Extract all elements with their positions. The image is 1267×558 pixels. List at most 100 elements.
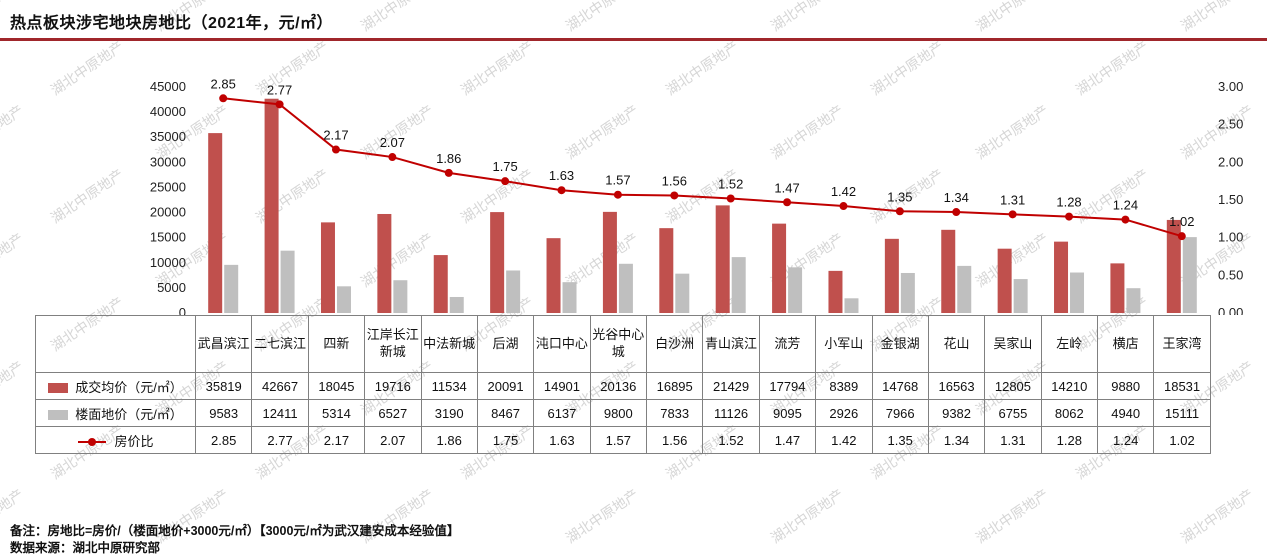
page-title: 热点板块涉宅地块房地比（2021年，元/㎡）	[10, 15, 334, 32]
y-left-tick-label: 10000	[150, 255, 186, 270]
bar-floor-price	[449, 296, 464, 313]
value-cell: 16895	[645, 372, 704, 400]
value-cell: 20136	[589, 372, 648, 400]
bar-floor-price	[900, 272, 915, 313]
bar-avg-price	[433, 255, 448, 313]
bar-floor-price	[788, 267, 803, 313]
value-cell: 42667	[251, 372, 309, 400]
ratio-line-marker	[1121, 215, 1130, 224]
category-header-cell: 中法新城	[420, 315, 478, 373]
bar-avg-price	[208, 133, 223, 313]
value-cell: 2.77	[251, 426, 309, 454]
ratio-line-marker	[275, 100, 284, 109]
note-line: 备注：房地比=房价/（楼面地价+3000元/㎡）【3000元/㎡为武汉建安成本经…	[10, 524, 460, 538]
bar-floor-price	[393, 280, 408, 313]
value-cell: 1.24	[1096, 426, 1155, 454]
bar-avg-price	[546, 238, 561, 313]
value-cell: 14901	[533, 372, 591, 400]
category-header-cell: 小军山	[815, 315, 873, 373]
bar-avg-price	[941, 229, 956, 313]
legend-bar: 楼面地价（元/㎡）	[35, 399, 196, 427]
value-cell: 3190	[420, 399, 478, 427]
bar-floor-price	[280, 250, 295, 313]
ratio-data-label: 2.77	[267, 82, 292, 97]
ratio-data-label: 1.35	[887, 189, 912, 204]
ratio-line-marker	[783, 198, 792, 207]
value-cell: 2.17	[307, 426, 366, 454]
bar-floor-price	[1182, 237, 1197, 313]
ratio-data-label: 1.02	[1169, 214, 1194, 229]
y-right-tick-label: 0.50	[1218, 267, 1243, 282]
footer-notes: 备注：房地比=房价/（楼面地价+3000元/㎡）【3000元/㎡为武汉建安成本经…	[10, 523, 459, 557]
bar-avg-price	[884, 238, 899, 313]
bar-floor-price	[844, 298, 859, 313]
ratio-line-marker	[613, 190, 622, 199]
value-cell: 2.07	[364, 426, 422, 454]
ratio-data-label: 1.28	[1056, 195, 1081, 210]
value-cell: 9382	[927, 399, 986, 427]
legend-label: 房价比	[114, 433, 154, 449]
data-table: 武昌滨江 二七滨江 四新 江岸长江新城 中法新城 后湖 沌口中心 光谷中心城 白沙洲 青山滨江 流芳…	[35, 315, 1211, 454]
ratio-data-label: 2.17	[323, 128, 348, 143]
ratio-data-label: 1.86	[436, 151, 461, 166]
bar-floor-price	[675, 273, 690, 313]
ratio-line-marker	[670, 191, 679, 200]
bar-avg-price	[320, 222, 335, 313]
value-cell: 11126	[702, 399, 760, 427]
legend-label: 楼面地价（元/㎡）	[75, 406, 183, 422]
category-header-cell: 江岸长江新城	[364, 315, 422, 373]
bar-floor-price	[957, 265, 972, 313]
ratio-line-marker	[331, 145, 340, 154]
value-cell: 9800	[589, 399, 648, 427]
ratio-data-label: 1.34	[944, 190, 969, 205]
value-cell: 1.75	[476, 426, 535, 454]
value-cell: 11534	[420, 372, 478, 400]
bar-avg-price	[828, 270, 843, 313]
bar-avg-price	[1054, 241, 1069, 313]
y-right-tick-label: 0.00	[1218, 305, 1243, 315]
category-header-cell: 沌口中心	[533, 315, 591, 373]
ratio-data-label: 1.56	[662, 173, 687, 188]
y-left-tick-label: 25000	[150, 179, 186, 194]
ratio-data-label: 2.85	[211, 76, 236, 91]
value-cell: 5314	[307, 399, 366, 427]
y-left-tick-label: 45000	[150, 79, 186, 94]
bar-floor-price	[224, 264, 239, 313]
value-cell: 17794	[758, 372, 817, 400]
bar-avg-price	[715, 205, 730, 313]
value-cell: 6137	[533, 399, 591, 427]
bar-avg-price	[602, 211, 617, 313]
ratio-data-label: 1.75	[492, 159, 517, 174]
category-header-cell: 左岭	[1040, 315, 1099, 373]
category-header-cell: 横店	[1096, 315, 1155, 373]
value-cell: 9583	[194, 399, 253, 427]
ratio-line-marker	[839, 202, 848, 211]
value-cell: 1.86	[420, 426, 478, 454]
watermark-text: 湖北中原地产	[972, 485, 1052, 547]
bar-floor-price	[1070, 272, 1085, 313]
bar-floor-price	[731, 257, 746, 313]
legend-line-swatch-icon	[78, 437, 107, 446]
title-rule	[0, 38, 1267, 41]
legend-bar-swatch-icon	[48, 382, 69, 393]
value-cell: 9880	[1096, 372, 1155, 400]
value-cell: 21429	[702, 372, 760, 400]
value-cell: 20091	[476, 372, 535, 400]
value-cell: 19716	[364, 372, 422, 400]
watermark-text: 湖北中原地产	[767, 485, 847, 547]
ratio-data-label: 1.63	[549, 168, 574, 183]
y-left-tick-label: 40000	[150, 104, 186, 119]
bar-floor-price	[618, 263, 633, 313]
legend-label: 成交均价（元/㎡）	[75, 379, 183, 395]
value-cell: 1.52	[702, 426, 760, 454]
value-cell: 6755	[984, 399, 1042, 427]
watermark-text: 湖北中原地产	[562, 485, 642, 547]
y-right-tick-label: 1.00	[1218, 230, 1243, 245]
ratio-data-label: 1.31	[1000, 192, 1025, 207]
value-cell: 1.57	[589, 426, 648, 454]
bar-floor-price	[562, 282, 577, 313]
ratio-line-marker	[557, 186, 566, 195]
value-cell: 1.56	[645, 426, 704, 454]
category-header-cell: 四新	[307, 315, 366, 373]
value-cell: 1.63	[533, 426, 591, 454]
